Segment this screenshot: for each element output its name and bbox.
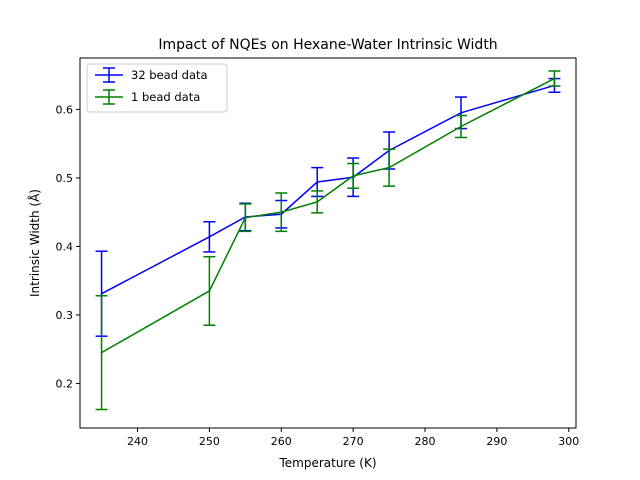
y-tick-label: 0.2 <box>56 377 74 390</box>
y-axis-label: Intrinsic Width (Å) <box>27 189 42 297</box>
error-bar <box>203 255 216 326</box>
data-point <box>460 112 462 114</box>
x-tick-label: 270 <box>343 435 364 448</box>
legend-box <box>86 63 228 113</box>
legend: 32 bead data 1 bead data <box>86 63 228 113</box>
legend-label: 1 bead data <box>131 90 200 104</box>
legend-entry: 32 bead data <box>95 67 208 83</box>
x-tick-label: 300 <box>558 435 579 448</box>
chart-title: Impact of NQEs on Hexane-Water Intrinsic… <box>158 37 497 53</box>
error-bar <box>383 148 396 187</box>
x-tick-label: 290 <box>486 435 507 448</box>
data-point <box>244 216 247 219</box>
error-bar <box>275 192 288 233</box>
error-bar <box>203 221 216 253</box>
x-axis: 240 250 260 270 280 290 300 <box>127 428 579 448</box>
series-2 <box>95 70 561 411</box>
x-axis-label: Temperature (K) <box>278 456 376 470</box>
x-tick-label: 240 <box>127 435 148 448</box>
x-tick-label: 250 <box>199 435 220 448</box>
data-point <box>280 211 283 213</box>
data-point <box>100 292 103 295</box>
data-point <box>553 77 556 80</box>
x-tick-label: 260 <box>271 435 292 448</box>
error-bar <box>347 162 360 189</box>
x-tick-label: 280 <box>415 435 436 448</box>
data-point <box>316 201 319 203</box>
y-tick-label: 0.3 <box>56 309 74 322</box>
data-point <box>100 351 103 354</box>
legend-label: 32 bead data <box>131 68 208 82</box>
legend-entry: 1 bead data <box>95 89 200 105</box>
error-bar <box>454 114 467 139</box>
error-bar <box>95 295 108 411</box>
error-bar <box>311 190 324 214</box>
plot-area <box>95 70 561 411</box>
error-bar <box>239 203 252 233</box>
y-axis: 0.2 0.3 0.4 0.5 0.6 <box>56 103 80 390</box>
data-point <box>208 290 211 292</box>
y-tick-label: 0.6 <box>56 103 74 116</box>
data-point <box>208 236 211 238</box>
plot-frame <box>79 57 577 429</box>
data-point <box>316 181 319 183</box>
data-point <box>388 166 390 169</box>
data-point <box>352 175 354 177</box>
error-bar <box>548 70 561 87</box>
y-tick-label: 0.4 <box>56 240 74 253</box>
data-point <box>460 125 462 128</box>
y-tick-label: 0.5 <box>56 172 74 185</box>
